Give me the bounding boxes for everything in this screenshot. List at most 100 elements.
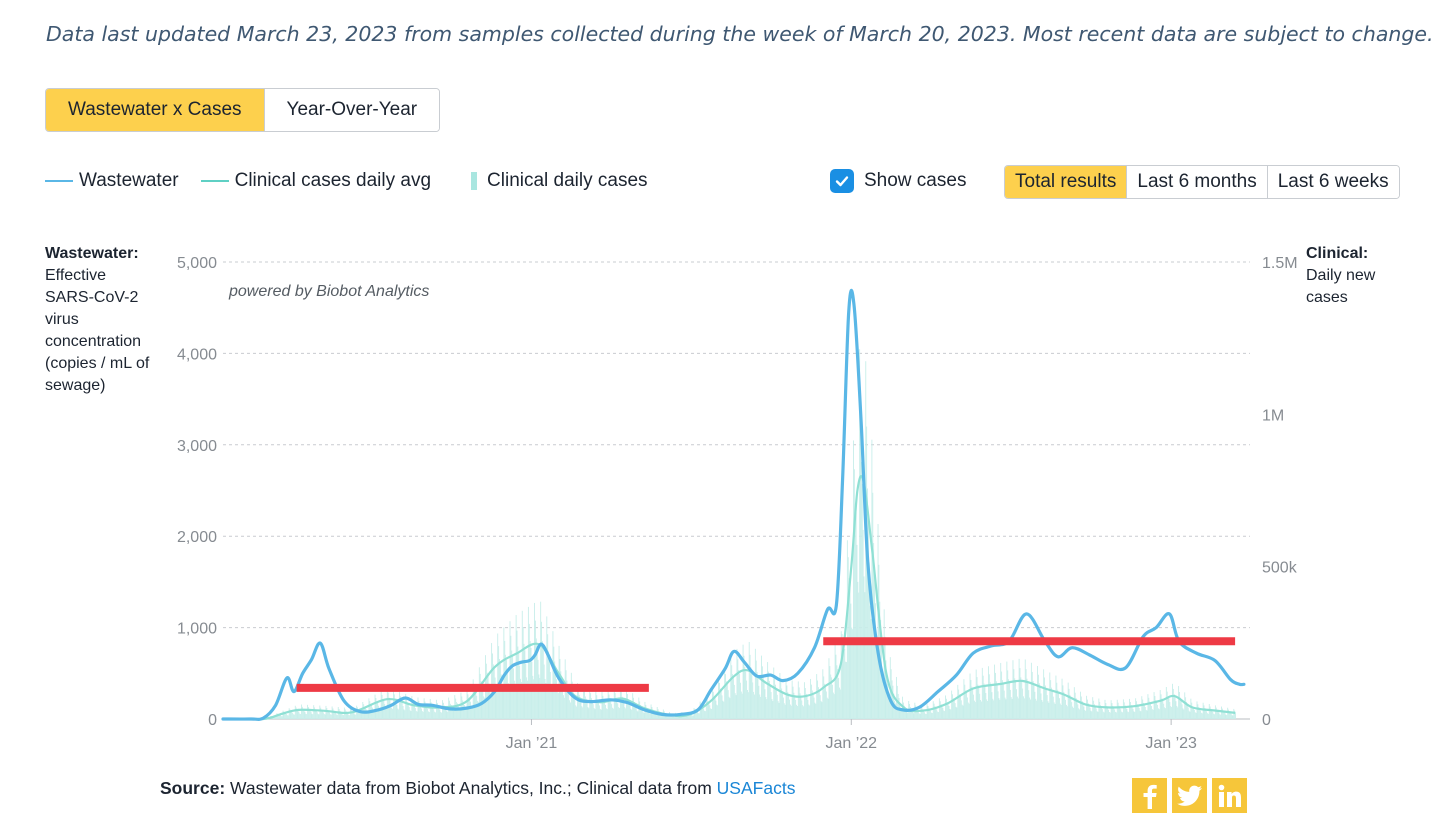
clinical-daily-bar (613, 688, 615, 719)
clinical-daily-bar (1011, 698, 1013, 719)
clinical-daily-bar (907, 712, 909, 719)
clinical-daily-bar (347, 713, 349, 719)
clinical-daily-bar (1055, 675, 1057, 719)
clinical-daily-bar (424, 701, 426, 719)
clinical-daily-bar (573, 693, 575, 719)
clinical-daily-bar (926, 704, 928, 719)
legend-item-clinical-avg[interactable]: Clinical cases daily avg (200, 170, 431, 192)
clinical-daily-bar (934, 706, 936, 719)
clinical-daily-bar (477, 701, 479, 719)
clinical-daily-bar (596, 695, 598, 719)
clinical-daily-bar (365, 709, 367, 719)
twitter-share-button[interactable] (1172, 778, 1207, 813)
clinical-daily-bar (686, 716, 688, 719)
facebook-share-button[interactable] (1132, 778, 1167, 813)
clinical-daily-bar (810, 678, 812, 719)
clinical-daily-bar (1024, 659, 1026, 719)
clinical-daily-bar (1149, 701, 1151, 719)
clinical-daily-bar (928, 708, 930, 719)
clinical-daily-bar (1135, 698, 1137, 719)
clinical-daily-bar (1061, 678, 1063, 719)
clinical-daily-bar (715, 700, 717, 719)
clinical-daily-bar (546, 616, 548, 719)
clinical-daily-bar (753, 691, 755, 719)
clinical-daily-bar (1200, 710, 1201, 719)
clinical-daily-bar (936, 709, 938, 719)
clinical-daily-bar (754, 694, 755, 719)
clinical-daily-bar (754, 648, 756, 719)
range-last-6-weeks[interactable]: Last 6 weeks (1266, 166, 1399, 198)
clinical-daily-bar (758, 685, 760, 719)
linkedin-share-button[interactable] (1212, 778, 1247, 813)
clinical-daily-bar (430, 702, 432, 719)
clinical-daily-bar (591, 698, 592, 719)
clinical-daily-bar (311, 713, 313, 719)
clinical-daily-bar (775, 684, 776, 719)
clinical-daily-bar (579, 697, 581, 719)
clinical-daily-bar (996, 684, 998, 719)
clinical-daily-bar (785, 678, 787, 719)
clinical-daily-bar (1193, 707, 1194, 719)
clinical-daily-bar (1171, 707, 1173, 719)
clinical-daily-bar (521, 610, 523, 719)
clinical-daily-bar (891, 680, 893, 719)
show-cases-checkbox[interactable] (830, 169, 854, 193)
clinical-daily-bar (296, 709, 298, 719)
clinical-daily-bar (1073, 687, 1075, 719)
clinical-daily-bar (1045, 688, 1047, 719)
clinical-daily-bar (277, 713, 279, 719)
range-total-results[interactable]: Total results (1005, 166, 1127, 198)
show-cases-toggle[interactable]: Show cases (830, 169, 966, 193)
tab-year-over-year[interactable]: Year-Over-Year (263, 89, 440, 131)
legend-item-wastewater[interactable]: Wastewater (45, 170, 179, 192)
clinical-daily-bar (460, 692, 462, 719)
clinical-daily-bar (610, 700, 612, 719)
clinical-daily-bar (876, 647, 878, 719)
clinical-daily-bar (959, 696, 961, 719)
clinical-daily-bar (1044, 677, 1045, 719)
clinical-daily-bar (846, 540, 848, 719)
clinical-daily-bar (1069, 694, 1071, 719)
clinical-daily-bar (852, 629, 854, 719)
clinical-daily-bar (553, 646, 555, 719)
clinical-daily-bar (689, 714, 691, 719)
range-last-6-months[interactable]: Last 6 months (1126, 166, 1267, 198)
clinical-daily-bar (385, 708, 387, 719)
clinical-daily-bar (350, 709, 352, 719)
clinical-daily-bar (394, 699, 396, 719)
clinical-daily-bar (732, 677, 734, 719)
clinical-daily-bar (346, 712, 348, 719)
tab-wastewater-x-cases[interactable]: Wastewater x Cases (46, 89, 264, 131)
clinical-daily-bar (319, 705, 321, 719)
usafacts-link[interactable]: USAFacts (716, 778, 796, 798)
clinical-daily-bar (1093, 700, 1095, 719)
clinical-daily-bar (302, 709, 304, 719)
clinical-daily-bar (737, 659, 739, 719)
clinical-daily-bar (997, 691, 999, 719)
clinical-daily-bar (718, 677, 719, 719)
clinical-daily-bar (1025, 669, 1027, 719)
clinical-daily-bar (550, 684, 552, 719)
clinical-daily-bar (1198, 707, 1200, 719)
clinical-daily-bar (727, 690, 729, 719)
clinical-daily-bar (1116, 699, 1118, 719)
clinical-daily-bar (534, 620, 536, 719)
clinical-daily-bar (799, 693, 801, 719)
clinical-daily-bar (1169, 702, 1171, 719)
clinical-daily-bar (325, 705, 327, 719)
clinical-daily-bar (497, 633, 499, 719)
clinical-daily-bar (1129, 698, 1130, 719)
clinical-daily-bar (326, 708, 328, 719)
clinical-daily-bar (1214, 705, 1216, 719)
clinical-daily-bar (760, 696, 762, 719)
clinical-daily-bar (286, 714, 287, 719)
clinical-daily-bar (967, 702, 969, 719)
clinical-daily-bar (875, 636, 877, 719)
clinical-daily-bar (447, 711, 449, 719)
clinical-daily-bar (308, 709, 310, 719)
legend-item-clinical-daily[interactable]: Clinical daily cases (453, 170, 648, 192)
clinical-daily-bar (1083, 706, 1085, 719)
clinical-daily-bar (587, 707, 589, 719)
clinical-daily-bar (408, 707, 410, 719)
